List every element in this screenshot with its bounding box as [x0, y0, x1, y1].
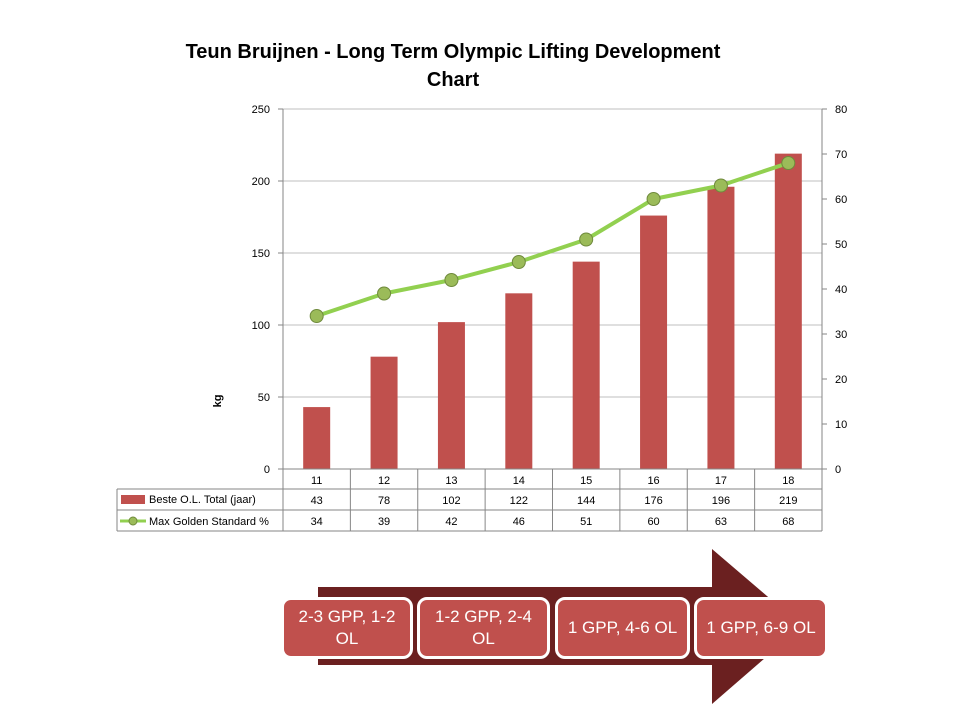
data-label: 68 — [782, 516, 794, 528]
data-label: 78 — [378, 495, 390, 507]
x-tick-label: 18 — [782, 475, 794, 487]
x-tick-label: 14 — [513, 475, 525, 487]
y2-tick-label: 50 — [835, 239, 847, 251]
y-tick-label: 250 — [252, 104, 270, 116]
data-label: 60 — [647, 516, 659, 528]
bar — [303, 407, 331, 469]
data-label: 102 — [442, 495, 460, 507]
data-label: 63 — [715, 516, 727, 528]
line-point — [309, 309, 324, 323]
y-tick-label: 100 — [252, 320, 270, 332]
bar — [370, 356, 398, 469]
x-tick-label: 17 — [715, 475, 727, 487]
stage-box-4: 1 GPP, 6-9 OL — [694, 597, 828, 659]
data-label: 196 — [712, 495, 730, 507]
y-tick-label: 50 — [258, 392, 270, 404]
bar — [505, 293, 533, 469]
y-tick-label: 0 — [264, 464, 270, 476]
x-tick-label: 16 — [647, 475, 659, 487]
line-point — [377, 286, 392, 301]
y2-tick-label: 80 — [835, 104, 847, 116]
bar — [707, 186, 735, 469]
data-label: 219 — [779, 495, 797, 507]
stage-label-1: 2-3 GPP, 1-2 OL — [298, 607, 396, 648]
y2-tick-label: 30 — [835, 329, 847, 341]
bar — [774, 153, 802, 469]
combo-chart: 0 50 100 150 200 250 0 10 20 30 40 50 60 70 80 kg 11 12 13… — [116, 104, 847, 532]
data-label: 42 — [445, 516, 457, 528]
legend-label: Max Golden Standard % — [149, 516, 269, 528]
y2-tick-label: 10 — [835, 419, 847, 431]
x-tick-label: 13 — [445, 475, 457, 487]
y-tick-label: 150 — [252, 248, 270, 260]
legend-key-marker — [128, 516, 138, 526]
y2-tick-label: 40 — [835, 284, 847, 296]
data-label: 39 — [378, 516, 390, 528]
y-axis-label: kg — [212, 395, 224, 408]
stage-box-2: 1-2 GPP, 2-4 OL — [417, 597, 550, 659]
chart-title: Teun Bruijnen - Long Term Olympic Liftin… — [150, 38, 756, 94]
line-point — [646, 192, 661, 206]
legend-key-bar — [121, 495, 145, 504]
data-label: 176 — [644, 495, 662, 507]
line-point — [511, 255, 526, 269]
legend-label: Beste O.L. Total (jaar) — [149, 494, 256, 506]
data-label: 46 — [513, 516, 525, 528]
chart-title-line-1: Teun Bruijnen - Long Term Olympic Liftin… — [185, 41, 721, 63]
data-label: 51 — [580, 516, 592, 528]
bar — [437, 322, 465, 469]
line-point — [713, 178, 728, 193]
x-tick-label: 11 — [311, 475, 322, 487]
stage-box-3: 1 GPP, 4-6 OL — [555, 597, 690, 659]
bar — [572, 261, 600, 469]
line-point — [579, 232, 594, 247]
line-point — [781, 156, 796, 170]
line-point — [444, 273, 459, 287]
y2-tick-label: 20 — [835, 374, 847, 386]
series-line — [316, 161, 789, 318]
y-tick-label: 200 — [252, 176, 270, 188]
chart-title-line-2: Chart — [426, 69, 480, 91]
y2-tick-label: 0 — [835, 464, 841, 476]
bar — [640, 215, 668, 469]
data-label: 144 — [577, 495, 595, 507]
y2-tick-label: 70 — [835, 149, 847, 161]
data-label: 43 — [311, 495, 323, 507]
data-label: 34 — [311, 516, 323, 528]
stage-label-2: 1-2 GPP, 2-4 OL — [434, 607, 533, 648]
x-tick-label: 12 — [378, 475, 390, 487]
stage-label-4: 1 GPP, 6-9 OL — [706, 618, 816, 637]
stage-box-1: 2-3 GPP, 1-2 OL — [281, 597, 413, 659]
stage-label-3: 1 GPP, 4-6 OL — [567, 618, 678, 637]
data-label: 122 — [510, 495, 528, 507]
y2-tick-label: 60 — [835, 194, 847, 206]
x-tick-label: 15 — [580, 475, 592, 487]
